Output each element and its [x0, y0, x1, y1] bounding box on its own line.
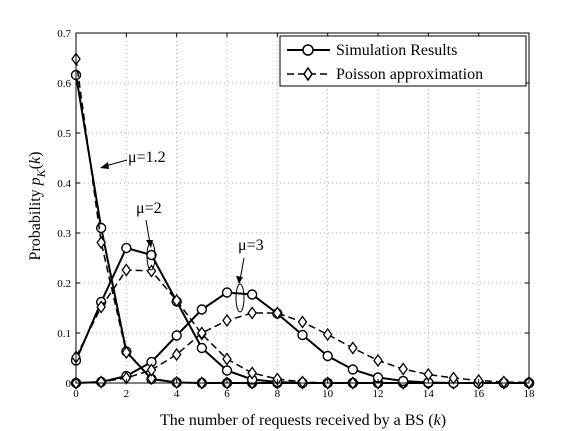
y-axis-title-k: k	[27, 156, 44, 164]
simulation-point	[171, 330, 182, 341]
poisson-point	[222, 313, 232, 328]
x-tick-label: 12	[373, 388, 384, 400]
simulation-point	[221, 365, 233, 376]
poisson-point	[247, 306, 257, 320]
annotation-mu2: μ=2	[136, 200, 162, 217]
x-tick-label: 6	[224, 388, 230, 400]
annotations: μ=1.2 μ=2 μ=3	[100, 149, 264, 313]
poisson-point	[96, 300, 106, 314]
series-layer	[70, 52, 535, 390]
y-tick-label: 0.3	[57, 228, 71, 240]
annotation-ellipse-mu2	[146, 241, 156, 271]
y-axis-title-main: Probability	[27, 185, 44, 260]
annotation-mu3: μ=3	[238, 237, 264, 254]
series-5	[71, 306, 534, 390]
annotation-arrowhead-mu12	[100, 162, 109, 169]
x-tick-label: 2	[124, 388, 130, 400]
annotation-arrowhead-mu3	[236, 276, 243, 284]
simulation-point	[347, 364, 359, 375]
y-tick-label: 0	[66, 378, 72, 390]
poisson-point	[272, 306, 283, 320]
plot-border	[75, 32, 530, 384]
poisson-point	[247, 366, 257, 380]
poisson-point	[297, 375, 308, 389]
x-tick-label: 4	[174, 388, 180, 400]
tick-labels: 0 2 4 6 8 10 12 14 16 18 0 0.1 0.2 0.3 0.4 0.5 0.6 0.7	[57, 28, 535, 400]
x-tick-label: 8	[275, 388, 281, 400]
poisson-point	[398, 362, 408, 376]
poisson-point	[146, 371, 157, 386]
y-axis-title: Probability pK(k)	[27, 152, 48, 261]
poisson-point	[171, 347, 182, 362]
series-4	[70, 287, 535, 389]
x-axis-title-var: k	[434, 412, 442, 429]
legend-label-poisson: Poisson approximation	[336, 66, 483, 83]
x-tick-label: 18	[524, 388, 536, 400]
legend-box	[279, 35, 527, 87]
poisson-point	[96, 375, 106, 389]
y-tick-label: 0.2	[57, 278, 71, 290]
simulation-point	[196, 342, 208, 354]
y-axis-title-p: p	[27, 177, 44, 186]
poisson-point	[348, 341, 358, 355]
y-axis-title-sub: K	[34, 168, 48, 178]
simulation-point	[196, 304, 208, 315]
x-tick-label: 14	[423, 388, 435, 400]
x-axis-title: The number of requests received by a BS …	[160, 412, 446, 429]
legend-label-simulation: Simulation Results	[336, 42, 457, 59]
x-axis-title-close: )	[441, 412, 446, 429]
annotation-ellipse-mu3	[235, 283, 245, 313]
y-tick-label: 0.1	[57, 328, 71, 340]
poisson-point	[171, 293, 182, 308]
annotation-arrowhead-mu2	[146, 240, 153, 248]
poisson-point	[373, 353, 383, 368]
poisson-point	[322, 327, 333, 342]
x-tick-label: 10	[322, 388, 334, 400]
poisson-point	[121, 263, 132, 277]
legend: Simulation Results Poisson approximation	[279, 35, 527, 87]
poisson-point	[499, 375, 509, 389]
y-axis-title-paren: (	[27, 164, 44, 169]
simulation-point	[322, 350, 333, 362]
y-tick-label: 0.4	[57, 178, 71, 190]
y-tick-label: 0.6	[57, 78, 71, 90]
plot-frame	[75, 32, 530, 384]
y-axis-title-close: )	[27, 152, 44, 157]
simulation-point	[221, 287, 233, 298]
poisson-point	[222, 352, 232, 366]
poisson-point	[297, 315, 308, 329]
simulation-point	[246, 289, 258, 300]
annotation-mu12: μ=1.2	[128, 149, 166, 166]
legend-marker-simulation	[302, 44, 314, 56]
x-tick-label: 16	[473, 388, 485, 400]
legend-marker-poisson	[303, 66, 313, 82]
annotation-arrow-mu3	[239, 257, 245, 281]
poisson-point	[121, 345, 132, 360]
poisson-point	[96, 235, 106, 250]
simulation-point	[397, 375, 409, 387]
y-tick-label: 0.5	[57, 128, 71, 140]
poisson-point	[197, 326, 207, 340]
poisson-point	[146, 363, 157, 377]
simulation-point	[121, 242, 132, 254]
y-tick-label: 0.7	[57, 28, 71, 40]
simulation-point	[95, 222, 107, 234]
simulation-point	[297, 329, 308, 341]
x-tick-label: 0	[73, 388, 79, 400]
x-axis-title-main: The number of requests received by a BS …	[160, 412, 434, 429]
